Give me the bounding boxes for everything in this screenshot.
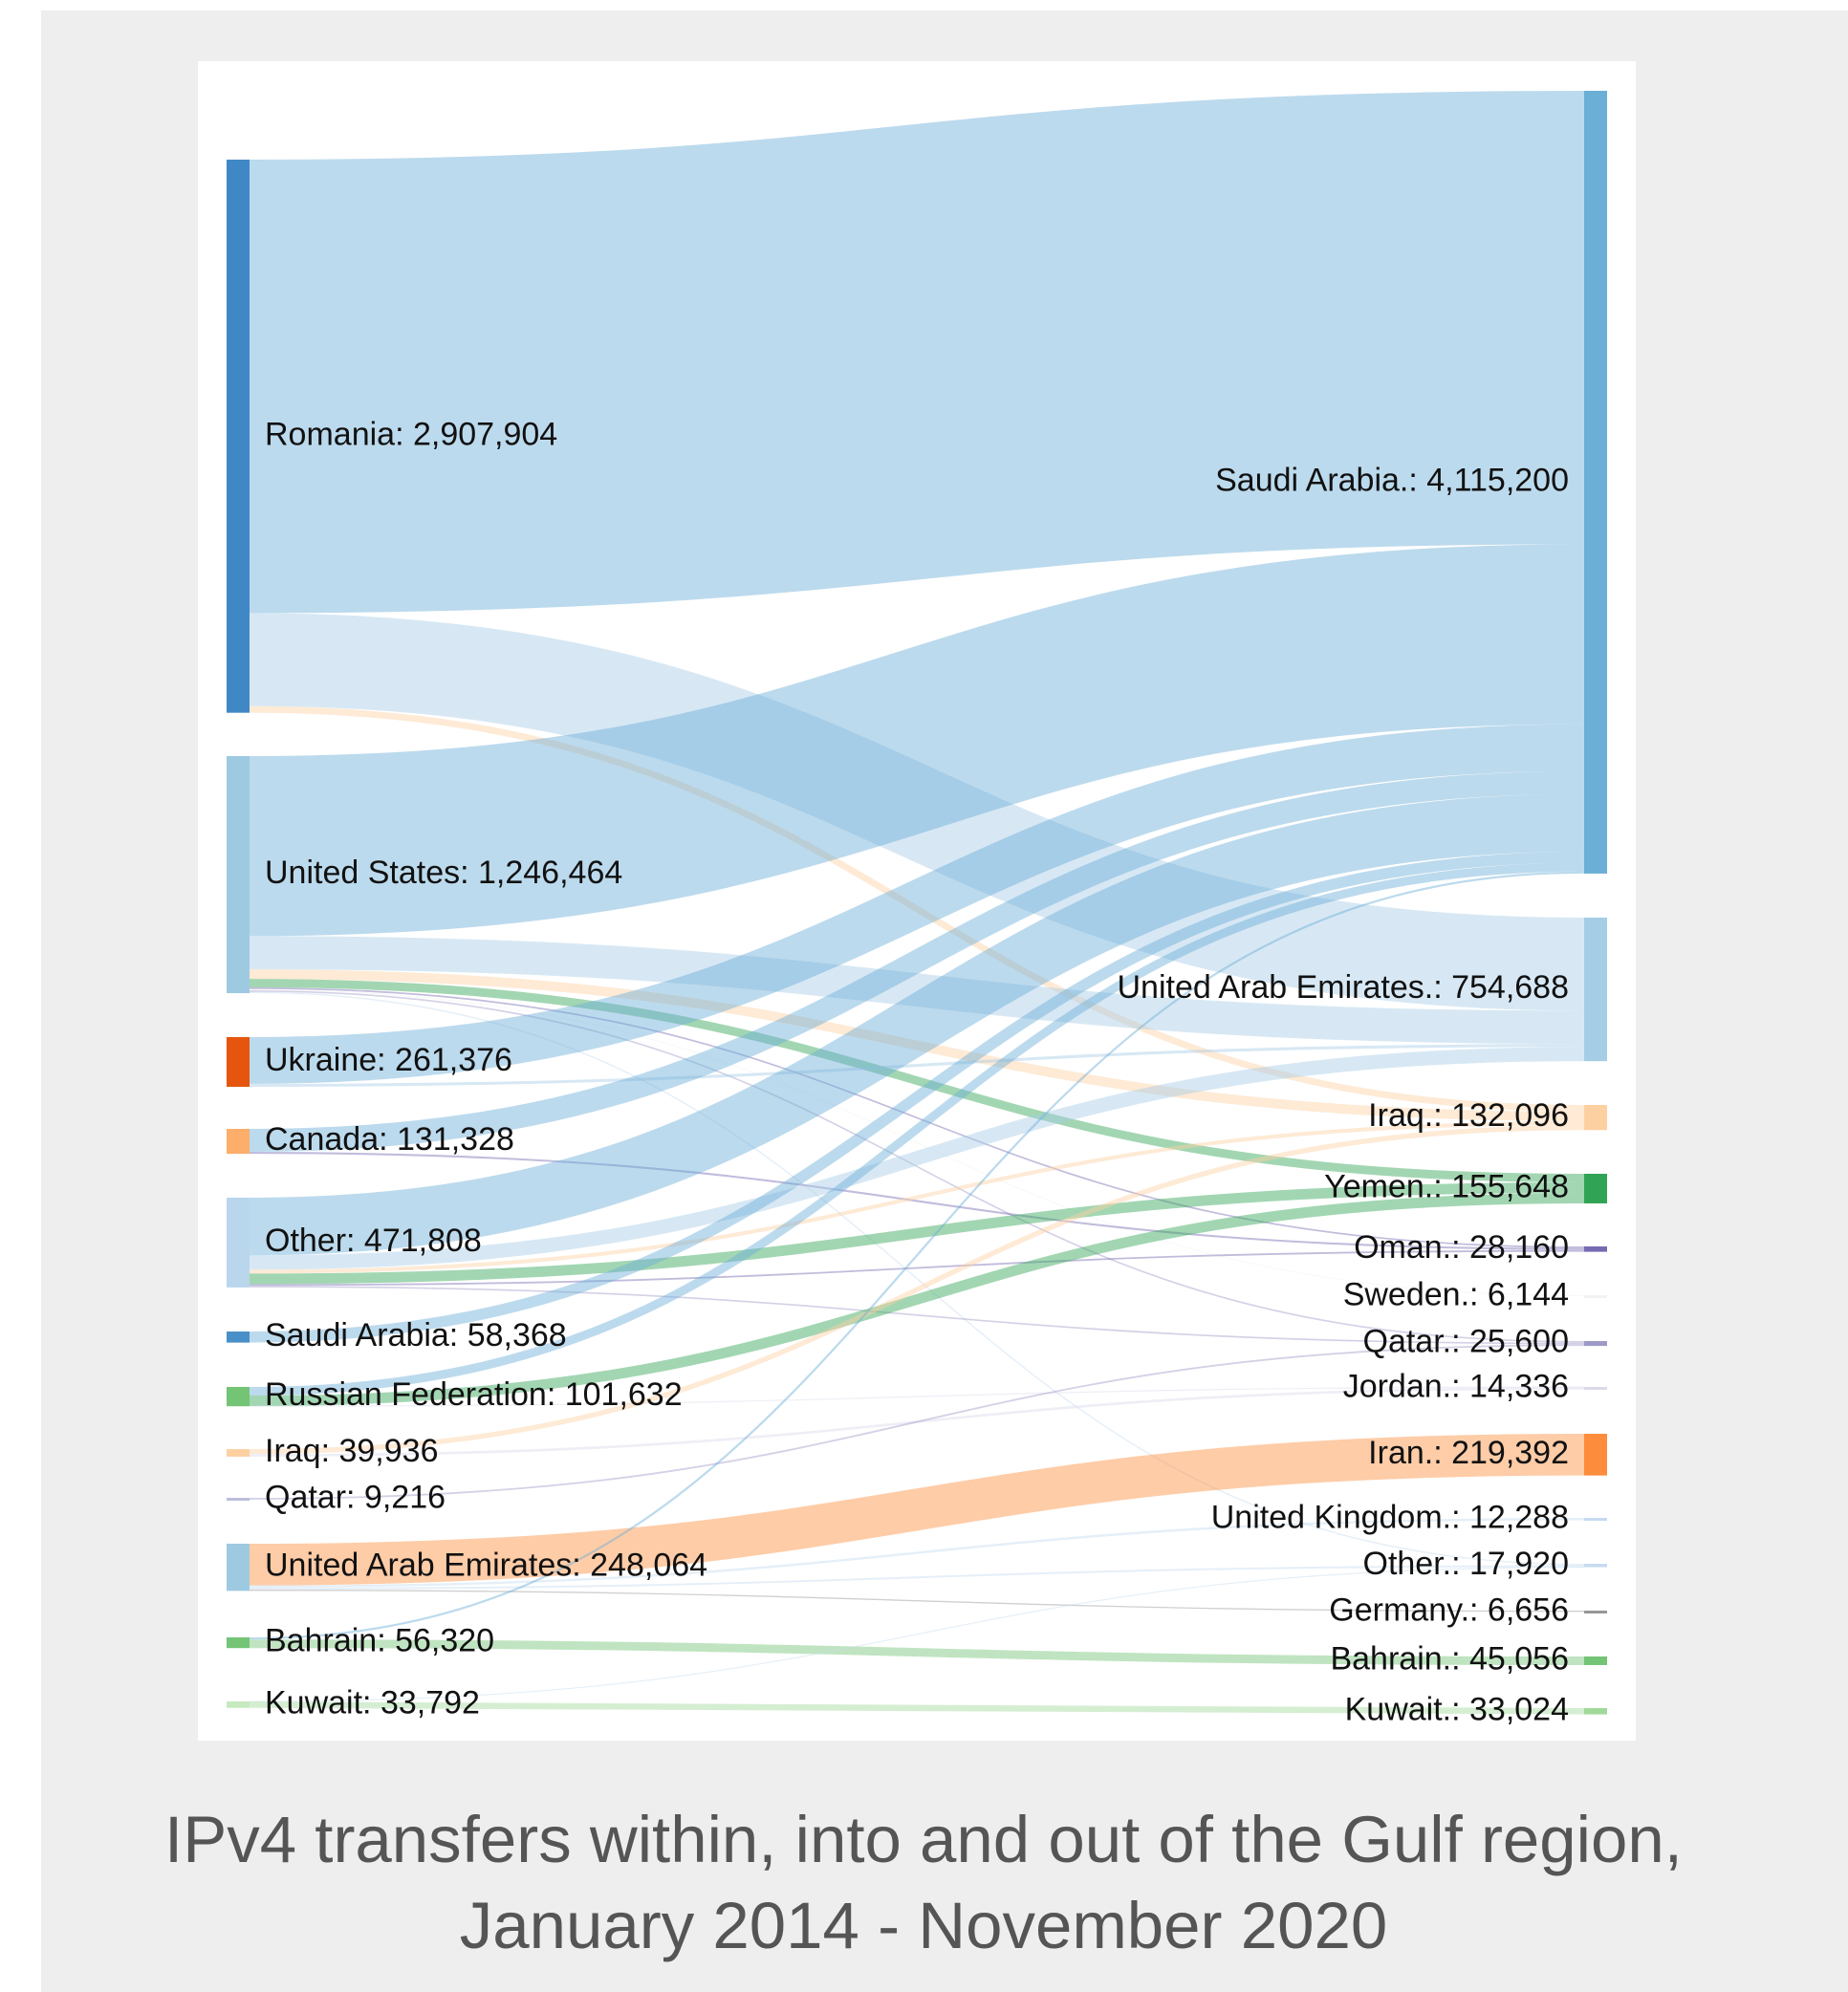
- target-label: Kuwait.: 33,024: [1345, 1691, 1569, 1727]
- source-node: [227, 1387, 250, 1407]
- link: [249, 1047, 1585, 1270]
- link: [249, 979, 1585, 1182]
- link: [249, 1566, 1585, 1702]
- link: [249, 1565, 1585, 1591]
- target-node: [1584, 1656, 1607, 1665]
- target-label: Oman.: 28,160: [1354, 1229, 1569, 1266]
- target-label: Jordan.: 14,336: [1343, 1368, 1569, 1404]
- link: [249, 989, 1585, 1343]
- target-label: Sweden.: 6,144: [1343, 1276, 1569, 1312]
- link: [249, 613, 1585, 1011]
- link: [249, 1249, 1585, 1287]
- target-node: [1584, 1246, 1607, 1252]
- source-node: [227, 756, 250, 994]
- link: [249, 936, 1585, 1045]
- link: [249, 770, 1585, 1153]
- link: [249, 1192, 1585, 1407]
- link: [249, 1344, 1585, 1500]
- target-node: [1584, 1434, 1607, 1476]
- link: [249, 852, 1585, 1343]
- link: [249, 1386, 1585, 1407]
- source-label: Bahrain: 56,320: [265, 1623, 494, 1659]
- source-node: [227, 1544, 250, 1591]
- chart-panel: [198, 61, 1636, 1741]
- target-node: [1584, 91, 1607, 874]
- link: [249, 793, 1585, 1256]
- link: [249, 705, 1585, 1112]
- source-node: [227, 1449, 250, 1457]
- target-label: Qatar.: 25,600: [1363, 1324, 1570, 1360]
- link: [249, 544, 1585, 937]
- target-label: United Kingdom.: 12,288: [1211, 1499, 1569, 1535]
- target-label: Other.: 17,920: [1363, 1546, 1570, 1582]
- link: [249, 1124, 1585, 1455]
- link: [249, 991, 1585, 1566]
- source-label: United States: 1,246,464: [265, 855, 622, 891]
- source-label: Ukraine: 261,376: [265, 1042, 512, 1078]
- source-node: [227, 1701, 250, 1708]
- source-label: Other: 471,808: [265, 1223, 482, 1259]
- target-node: [1584, 1518, 1607, 1521]
- source-node: [227, 1129, 250, 1155]
- target-node: [1584, 1105, 1607, 1131]
- target-label: Yemen.: 155,648: [1324, 1168, 1569, 1204]
- links: [249, 90, 1585, 1715]
- source-node: [227, 1037, 250, 1088]
- link: [249, 862, 1585, 1397]
- link: [249, 987, 1585, 1248]
- link: [249, 1044, 1585, 1088]
- link: [249, 1701, 1585, 1715]
- source-label: Canada: 131,328: [265, 1121, 514, 1158]
- source-label: Iraq: 39,936: [265, 1433, 438, 1469]
- link: [249, 1387, 1585, 1457]
- target-node: [1584, 1295, 1607, 1298]
- target-label: Bahrain.: 45,056: [1330, 1640, 1569, 1677]
- source-label: Qatar: 9,216: [265, 1479, 446, 1515]
- source-label: United Arab Emirates: 248,064: [265, 1548, 707, 1584]
- target-label: Saudi Arabia.: 4,115,200: [1215, 462, 1569, 498]
- link: [249, 1286, 1585, 1345]
- target-node: [1584, 918, 1607, 1062]
- target-node: [1584, 1564, 1607, 1568]
- source-label: Russian Federation: 101,632: [265, 1376, 683, 1413]
- target-node: [1584, 1341, 1607, 1347]
- link: [249, 1639, 1585, 1665]
- link: [249, 988, 1585, 1297]
- target-label: Germany.: 6,656: [1329, 1591, 1569, 1628]
- target-node: [1584, 1611, 1607, 1613]
- link: [249, 1181, 1585, 1285]
- source-node: [227, 1198, 250, 1288]
- link: [249, 1434, 1585, 1586]
- link: [249, 1152, 1585, 1250]
- link: [249, 724, 1585, 1084]
- target-label: Iraq.: 132,096: [1368, 1097, 1569, 1134]
- link: [249, 1590, 1585, 1613]
- link: [249, 1120, 1585, 1274]
- sankey-chart: Romania: 2,907,904 United States: 1,246,4…: [227, 90, 1607, 1727]
- link: [249, 90, 1585, 614]
- target-label: United Arab Emirates.: 754,688: [1118, 969, 1570, 1006]
- source-label: Romania: 2,907,904: [265, 416, 557, 452]
- source-node: [227, 1637, 250, 1649]
- target-node: [1584, 1174, 1607, 1203]
- source-label: Kuwait: 33,792: [265, 1684, 480, 1721]
- link: [249, 969, 1585, 1121]
- source-node: [227, 1332, 250, 1343]
- source-node: [227, 1498, 250, 1501]
- chart-title: IPv4 transfers within, into and out of t…: [164, 1803, 1683, 1962]
- source-node: [227, 160, 250, 713]
- target-node: [1584, 1708, 1607, 1715]
- target-node: [1584, 1387, 1607, 1390]
- link: [249, 871, 1585, 1640]
- target-label: Iran.: 219,392: [1368, 1435, 1569, 1471]
- source-label: Saudi Arabia: 58,368: [265, 1317, 567, 1353]
- link: [249, 1517, 1585, 1589]
